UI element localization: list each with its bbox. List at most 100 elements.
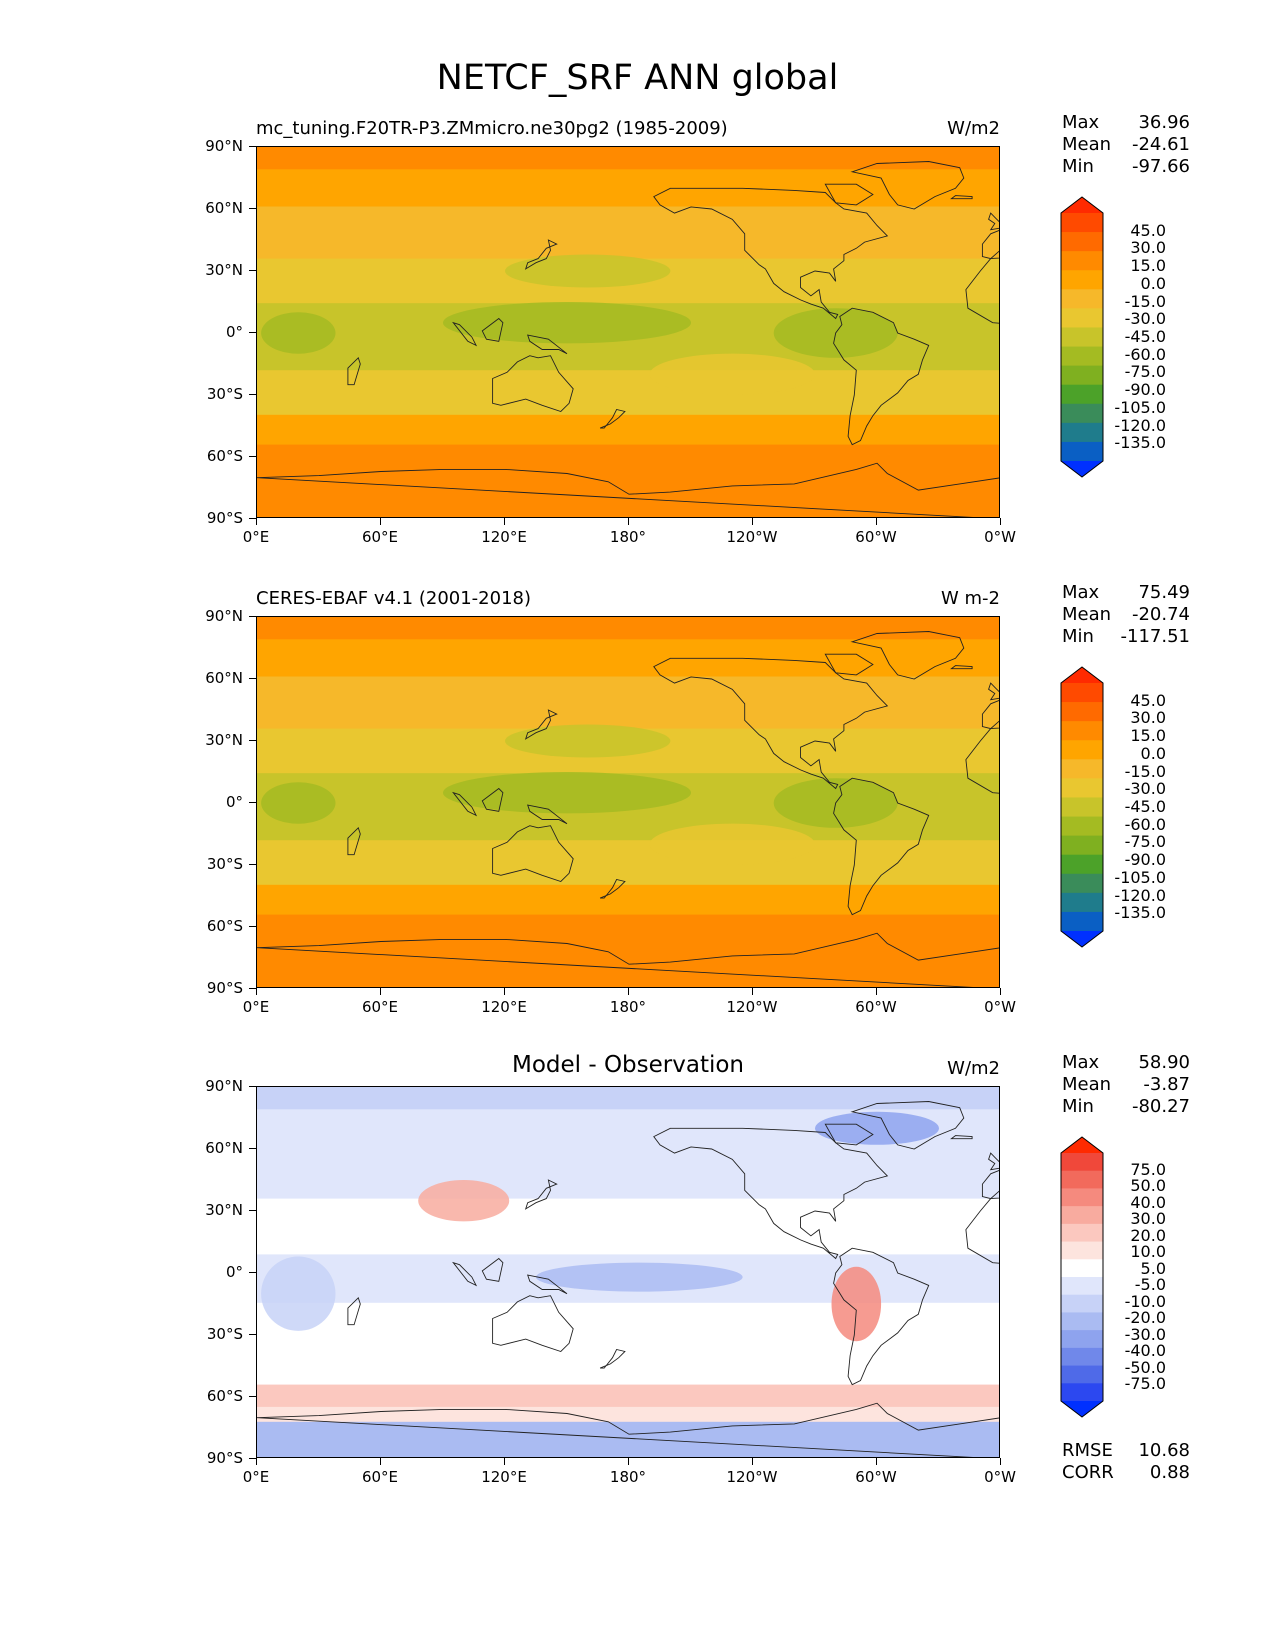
latitude-tick-label: 90°S — [206, 979, 243, 997]
latitude-tick-label: 60°S — [206, 447, 243, 465]
colorbar-segment — [1061, 892, 1103, 913]
panel-statistics: Max 75.49 Mean -20.74 Min -117.51 — [1062, 582, 1190, 648]
map-plot-area — [256, 146, 1000, 518]
colorbar-segment — [1061, 232, 1103, 252]
latitude-tick — [249, 740, 256, 741]
stat-value: -3.87 — [1143, 1074, 1190, 1095]
colorbar-segment — [1061, 1383, 1103, 1402]
latitude-tick — [249, 1458, 256, 1459]
colorbar-extend-min — [1061, 461, 1103, 477]
colorbar-segment — [1061, 1259, 1103, 1278]
coastline-greenland — [850, 1101, 965, 1150]
colorbar-segment — [1061, 854, 1103, 875]
longitude-tick — [256, 518, 257, 525]
field-band — [257, 206, 999, 260]
field-band — [257, 466, 999, 517]
colorbar-segment — [1061, 270, 1103, 290]
latitude-tick-label: 0° — [225, 793, 243, 811]
colorbar-extend-max — [1061, 197, 1103, 213]
corr-value: 0.88 — [1149, 1462, 1190, 1483]
coastline-sumatra — [452, 791, 478, 817]
field-anomaly — [815, 1111, 939, 1145]
field-anomaly — [536, 1262, 743, 1292]
latitude-tick — [249, 988, 256, 989]
colorbar-segment — [1061, 816, 1103, 837]
latitude-tick — [249, 456, 256, 457]
colorbar-outline — [1060, 196, 1104, 478]
colorbar-tick-label: -45.0 — [1124, 797, 1166, 816]
latitude-tick — [249, 616, 256, 617]
longitude-tick — [504, 1458, 505, 1465]
colorbar-tick-label: -45.0 — [1124, 327, 1166, 346]
longitude-tick — [1000, 988, 1001, 995]
colorbar-outline — [1060, 666, 1104, 948]
coastline-nz — [599, 408, 626, 429]
field-band — [257, 1421, 999, 1457]
colorbar-segment — [1061, 683, 1103, 703]
latitude-tick — [249, 1272, 256, 1273]
map-plot-area — [256, 616, 1000, 988]
latitude-tick-label: 30°S — [206, 1325, 243, 1343]
stat-label: Max — [1062, 1052, 1100, 1073]
latitude-tick — [249, 678, 256, 679]
latitude-tick-label: 0° — [225, 323, 243, 341]
field-band — [257, 617, 999, 640]
coastline-borneo — [481, 787, 504, 812]
colorbar-segment — [1061, 1206, 1103, 1225]
colorbar-tick-label: -90.0 — [1124, 850, 1166, 870]
colorbar-tick-label: 10.0 — [1130, 1242, 1166, 1262]
coastline-japan — [524, 239, 558, 270]
rmse-value: 10.68 — [1138, 1440, 1190, 1461]
stat-value: 75.49 — [1138, 582, 1190, 603]
field-band — [257, 639, 999, 677]
colorbar-segment — [1061, 327, 1103, 347]
stat-label: Mean — [1062, 604, 1112, 625]
stat-label: Min — [1062, 1096, 1094, 1117]
coastline-namerica — [653, 657, 889, 790]
colorbar-segment — [1061, 1365, 1103, 1384]
colorbar-segment — [1061, 1241, 1103, 1260]
figure-title: NETCF_SRF ANN global — [436, 58, 839, 98]
stat-value: -117.51 — [1120, 626, 1190, 647]
corr-label: CORR — [1062, 1462, 1114, 1483]
panel-units: W/m2 — [947, 1058, 1000, 1079]
longitude-tick — [752, 988, 753, 995]
latitude-tick — [249, 1148, 256, 1149]
latitude-tick-label: 30°S — [206, 855, 243, 873]
latitude-tick-label: 60°N — [205, 199, 243, 217]
longitude-tick-label: 120°E — [481, 998, 527, 1016]
latitude-tick-label: 60°S — [206, 1387, 243, 1405]
colorbar-extend-min — [1061, 1401, 1103, 1417]
coastline-greenland — [850, 161, 965, 210]
coastline-borneo — [481, 317, 504, 342]
colorbar-tick-label: 40.0 — [1130, 1192, 1166, 1212]
colorbar-segment — [1061, 1312, 1103, 1331]
stat-label: Max — [1062, 582, 1100, 603]
colorbar-tick-label: 15.0 — [1130, 256, 1166, 276]
colorbar-tick-label: -30.0 — [1124, 309, 1166, 329]
map-plot-area — [256, 1086, 1000, 1458]
coastline-australia — [492, 355, 574, 413]
colorbar-segment — [1061, 384, 1103, 405]
longitude-tick-label: 120°E — [481, 528, 527, 546]
colorbar-tick-label: -135.0 — [1114, 903, 1166, 923]
latitude-tick — [249, 208, 256, 209]
colorbar-segment — [1061, 1347, 1103, 1366]
latitude-tick-label: 90°S — [206, 509, 243, 527]
panel-units: W/m2 — [947, 118, 1000, 139]
latitude-tick-label: 60°N — [205, 1139, 243, 1157]
longitude-tick-label: 0°E — [242, 528, 270, 546]
panel-title: CERES-EBAF v4.1 (2001-2018) — [256, 588, 532, 609]
colorbar — [1060, 1136, 1104, 1418]
colorbar-tick-label: -105.0 — [1114, 397, 1166, 417]
longitude-tick — [628, 518, 629, 525]
longitude-tick-label: 120°W — [726, 998, 778, 1016]
colorbar-segment — [1061, 403, 1103, 424]
longitude-tick — [628, 1458, 629, 1465]
colorbar — [1060, 666, 1104, 948]
longitude-tick-label: 60°E — [361, 528, 399, 546]
longitude-tick-label: 0°W — [984, 1468, 1016, 1486]
latitude-tick — [249, 802, 256, 803]
longitude-tick-label: 60°W — [855, 998, 897, 1016]
colorbar-tick-label: -30.0 — [1124, 1324, 1166, 1344]
